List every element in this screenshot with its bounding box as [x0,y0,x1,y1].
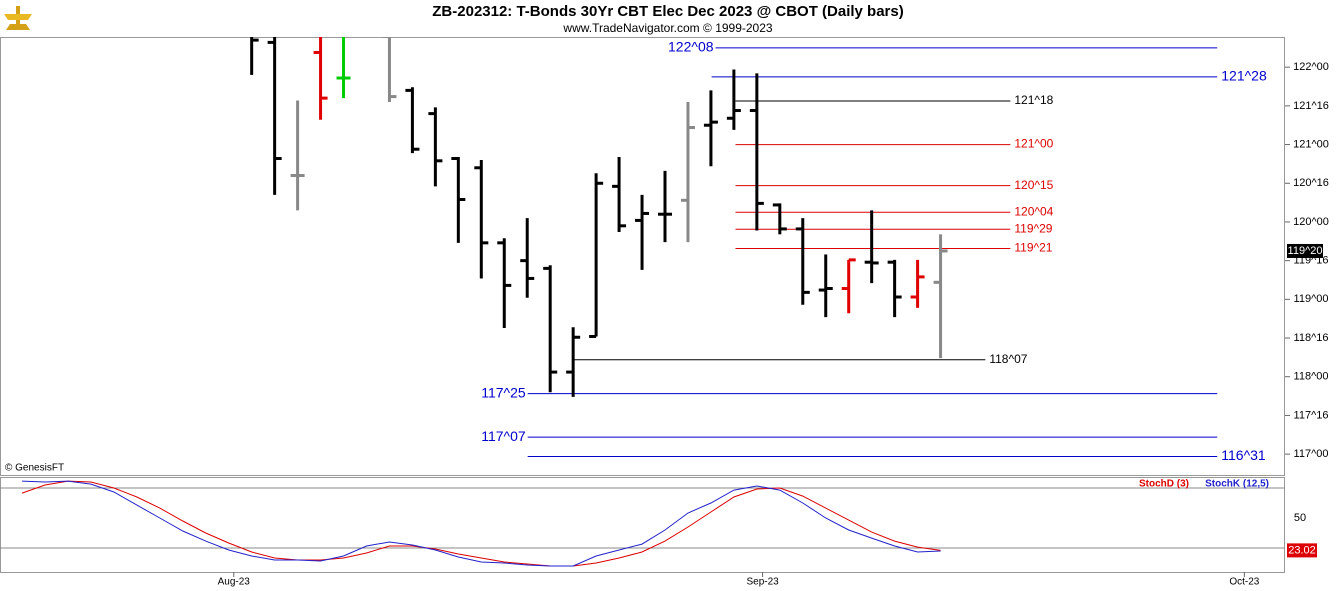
level-label: 117^25 [481,384,526,400]
level-label: 121^28 [1221,68,1267,84]
y-tick-label: 121^16 [1293,100,1329,112]
x-tick-label: Aug-23 [218,577,251,588]
y-tick-label: 118^16 [1294,332,1329,344]
level-label: 116^31 [1221,447,1266,463]
level-label: 120^04 [1014,204,1053,218]
legend-label: StochD (3) [1139,479,1189,490]
y-tick-label: 121^00 [1293,138,1329,150]
level-label: 121^00 [1014,137,1053,151]
last-value-label: 23.02 [1288,544,1316,556]
stoch-panel [0,477,1285,573]
price-panel [0,37,1285,476]
y-tick-label: 122^00 [1293,61,1329,73]
last-value-box [1287,543,1317,558]
last-price-box [1287,243,1323,258]
axes: 122^00121^16121^00120^16120^00119^16119^… [218,39,1329,588]
legend-label: StochK (12,5) [1205,479,1269,490]
y-tick-label: 120^00 [1293,216,1329,228]
level-label: 117^07 [481,428,526,444]
chart-subtitle: www.TradeNavigator.com © 1999-2023 [562,21,772,35]
y-tick-label: 50 [1294,512,1306,524]
y-tick-label: 120^16 [1293,177,1329,189]
stoch-line [21,480,941,567]
x-tick-label: Oct-23 [1229,577,1259,588]
stoch-line [21,480,941,567]
level-label: 121^18 [1014,93,1053,107]
level-label: 120^15 [1014,178,1053,192]
y-tick-label: 119^00 [1294,293,1329,305]
y-tick-label: 117^16 [1294,409,1329,421]
level-label: 118^07 [989,352,1027,366]
x-tick-label: Sep-23 [746,577,779,588]
logo [4,6,32,30]
level-label: 122^08 [668,39,714,55]
level-label: 119^29 [1014,221,1052,235]
price-marks [250,37,1218,458]
level-label: 119^21 [1014,241,1052,255]
last-price-label: 119^20 [1288,245,1323,257]
stoch-marks [0,480,1285,567]
y-tick-label: 118^00 [1294,371,1329,383]
chart-title: ZB-202312: T-Bonds 30Yr CBT Elec Dec 202… [432,3,903,20]
watermark: © GenesisFT [5,463,64,474]
y-tick-label: 117^00 [1294,448,1329,460]
